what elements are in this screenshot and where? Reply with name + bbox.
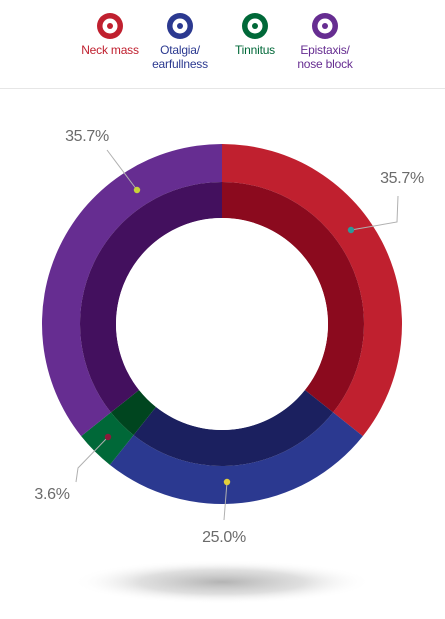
donut-hole	[116, 218, 328, 430]
marker-dot-otalgia-earfullness	[223, 478, 231, 486]
leader-line-tinnitus	[75, 436, 109, 483]
legend-item-tinnitus[interactable]: Tinnitus	[200, 12, 310, 57]
leader-line-neck-mass	[350, 195, 399, 231]
target-icon	[312, 13, 338, 39]
marker-dot-tinnitus	[104, 433, 112, 441]
marker-dot-epistaxis-nose-block	[133, 186, 141, 194]
target-icon	[97, 13, 123, 39]
leader-line-epistaxis-nose-block	[106, 149, 138, 191]
legend-item-epistaxis-nose-block[interactable]: Epistaxis/ nose block	[270, 12, 380, 71]
legend-item-otalgia-earfullness[interactable]: Otalgia/ earfullness	[125, 12, 235, 71]
slice-epistaxis-nose-block-outer[interactable]	[41, 144, 222, 437]
legend-label: Otalgia/ earfullness	[152, 43, 208, 71]
slice-neck-mass-outer[interactable]	[222, 144, 403, 437]
legend-item-neck-mass[interactable]: Neck mass	[55, 12, 165, 57]
slice-epistaxis-nose-block-inner[interactable]	[79, 182, 222, 413]
slice-otalgia-earfullness-inner[interactable]	[133, 390, 334, 466]
data-label-otalgia-earfullness: 25.0%	[202, 529, 246, 546]
marker-dot-neck-mass	[347, 226, 355, 234]
leader-line-otalgia-earfullness	[223, 481, 228, 521]
legend: Neck mass Otalgia/ earfullness Tinnitus	[0, 0, 445, 89]
legend-label: Tinnitus	[235, 43, 275, 57]
data-label-tinnitus: 3.6%	[34, 486, 69, 503]
data-label-epistaxis-nose-block: 35.7%	[65, 128, 109, 145]
legend-label: Epistaxis/ nose block	[297, 43, 353, 71]
target-icon	[242, 13, 268, 39]
chart-shadow	[72, 560, 372, 604]
slice-neck-mass-inner[interactable]	[222, 182, 364, 413]
target-icon	[167, 13, 193, 39]
slice-tinnitus-inner[interactable]	[110, 390, 156, 436]
legend-label: Neck mass	[81, 43, 139, 57]
slice-otalgia-earfullness-outer[interactable]	[109, 412, 363, 505]
data-label-neck-mass: 35.7%	[380, 170, 424, 187]
